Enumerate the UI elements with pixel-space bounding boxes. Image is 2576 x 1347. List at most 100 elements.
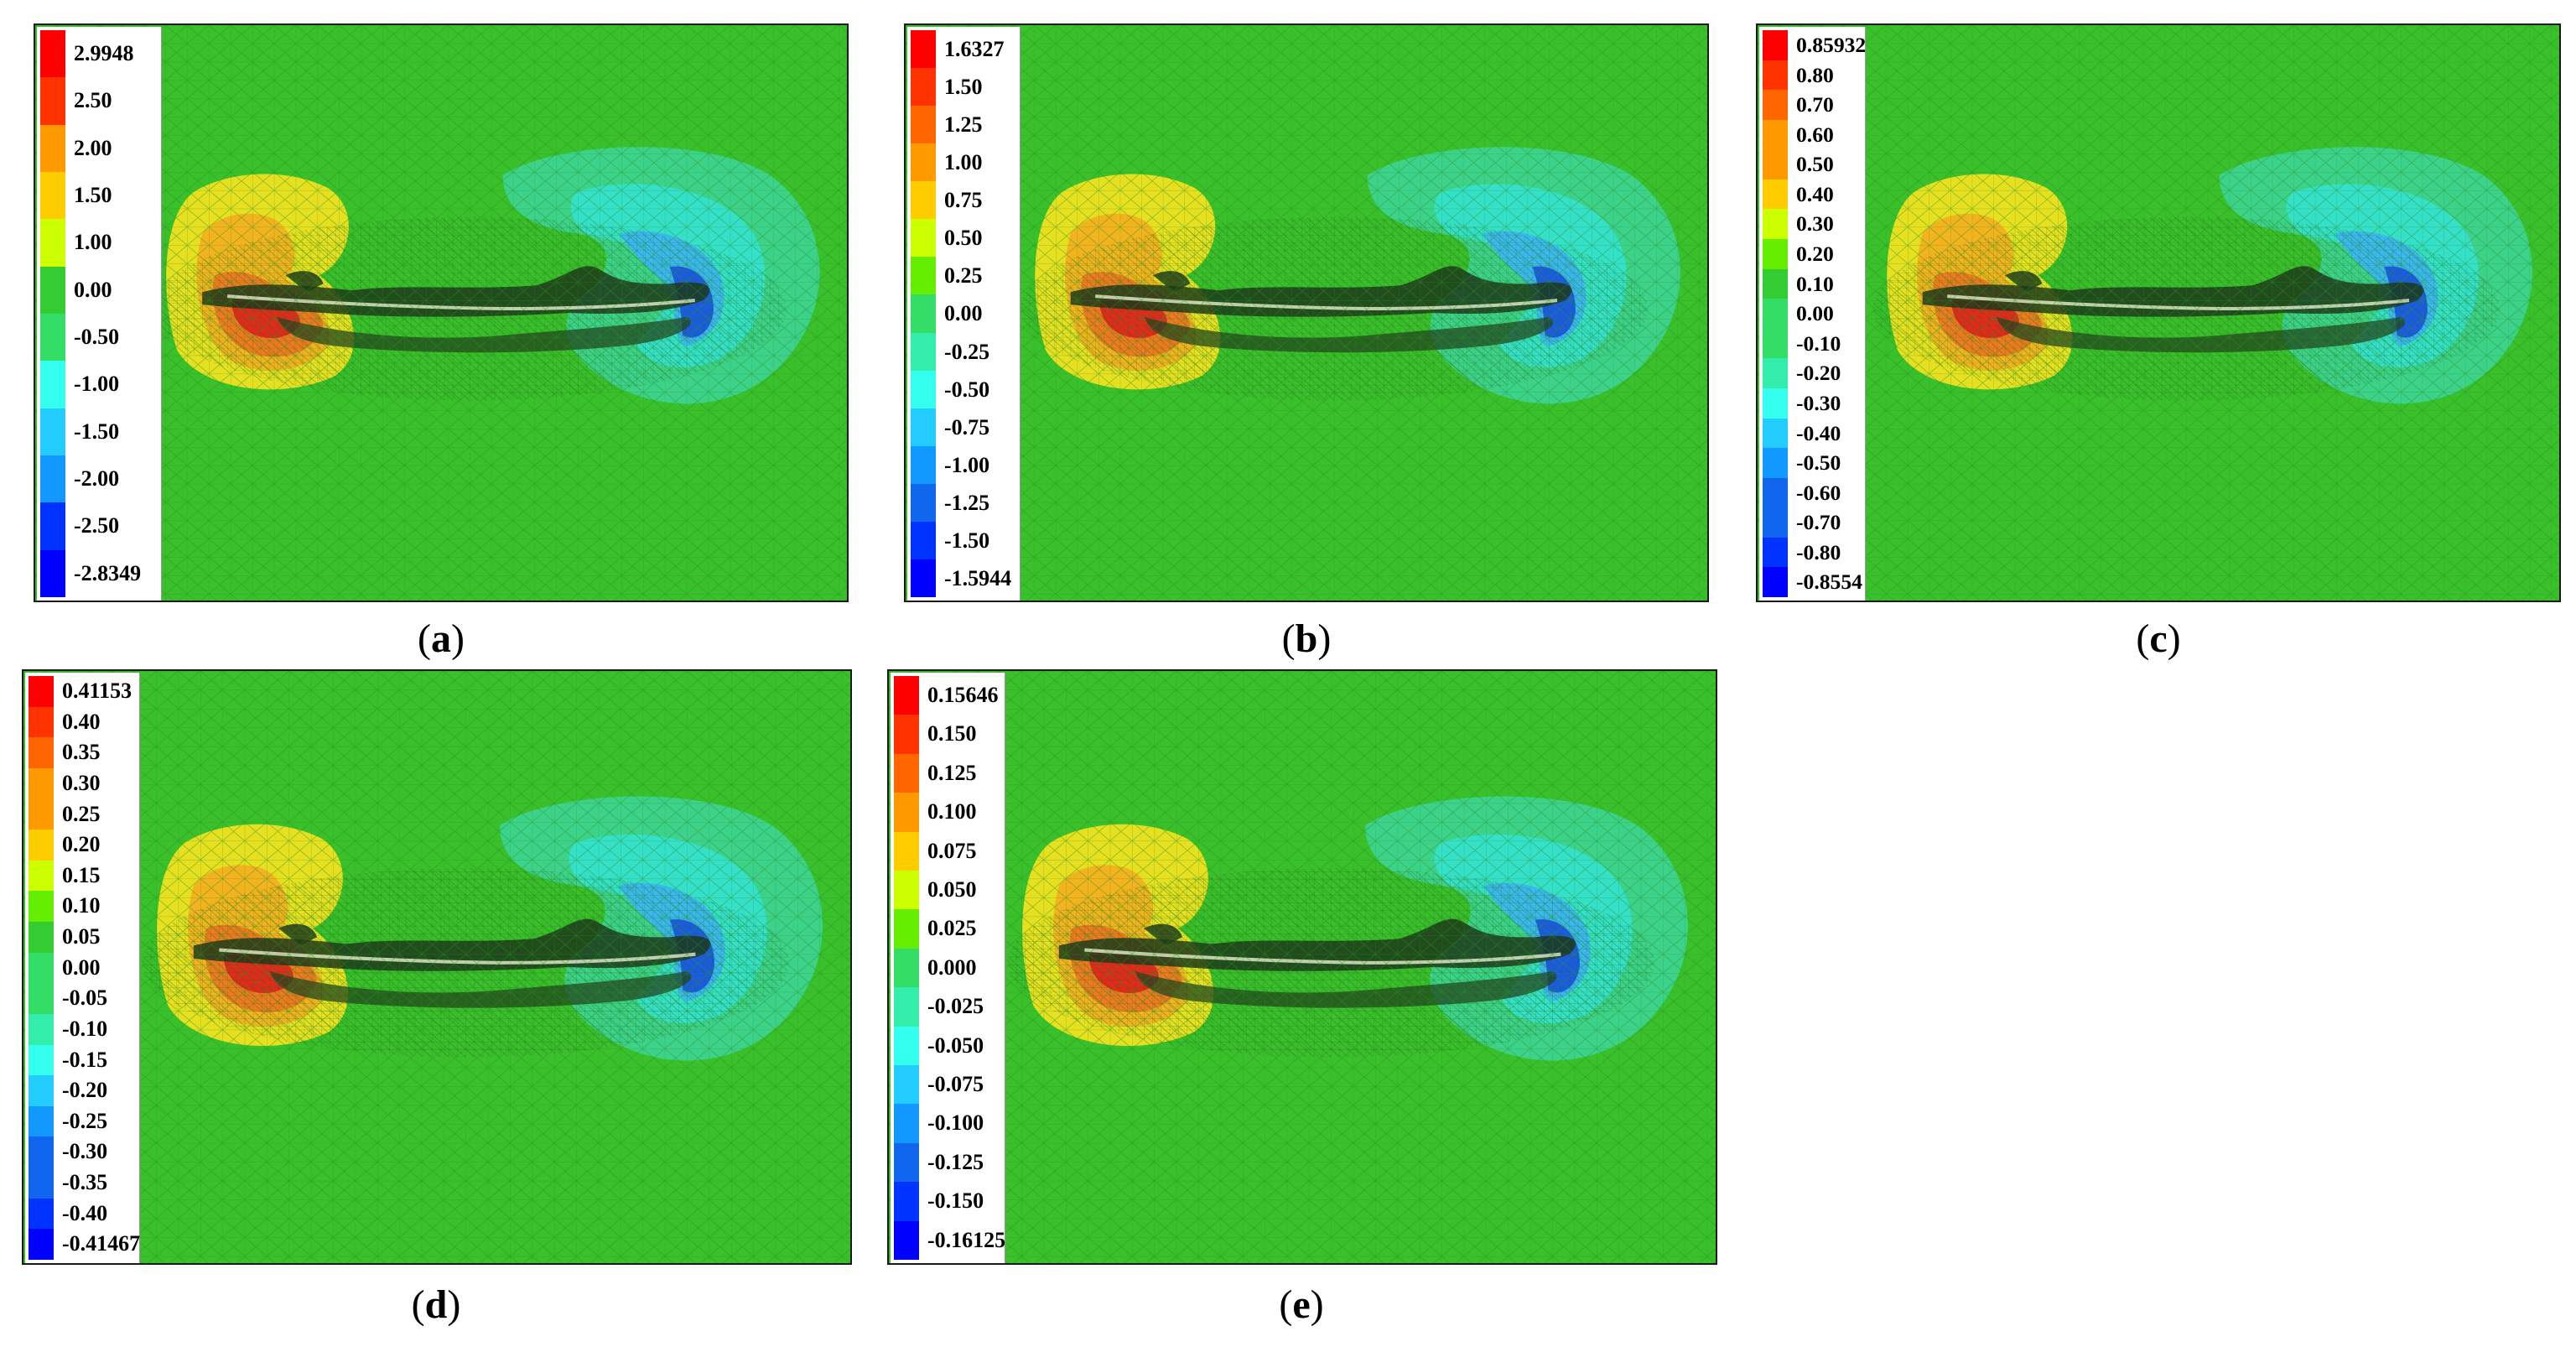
legend-label: -2.50	[74, 513, 120, 538]
legend-swatch	[1763, 418, 1788, 449]
legend-entry: -0.41467	[25, 1229, 140, 1261]
legend-swatch	[1763, 537, 1788, 568]
legend-label: 0.10	[62, 893, 101, 918]
legend-entry: -0.40	[1759, 418, 1865, 449]
legend-label: 0.40	[1796, 181, 1834, 206]
legend-label: 0.50	[944, 226, 983, 251]
legend-entry: 0.15646	[891, 676, 1005, 715]
legend-entry: 1.50	[37, 172, 161, 220]
legend-label: -0.10	[62, 1016, 108, 1041]
legend-label: 0.25	[944, 263, 983, 289]
legend-label: 1.00	[74, 230, 112, 255]
legend-label: 1.50	[74, 183, 112, 207]
legend-entry: 0.00	[37, 266, 161, 315]
legend-entry: -0.70	[1759, 507, 1865, 538]
legend-entry: -0.025	[891, 987, 1005, 1027]
legend-label: 0.15646	[927, 683, 999, 707]
legend-swatch	[29, 1075, 54, 1107]
mesh-overlay	[35, 25, 847, 601]
legend-swatch	[1763, 328, 1788, 359]
legend-swatch	[1763, 477, 1788, 508]
legend-swatch	[1763, 448, 1788, 479]
legend-swatch	[911, 68, 936, 107]
legend-label: -0.50	[74, 325, 120, 349]
legend-label: 0.00	[62, 954, 101, 980]
legend-swatch	[894, 753, 919, 793]
field-group	[889, 671, 1716, 1263]
legend-entry: -0.50	[907, 370, 1020, 409]
legend-swatch	[1763, 299, 1788, 330]
legend-entry: 0.100	[891, 793, 1005, 833]
legend-label: -0.150	[927, 1188, 984, 1214]
legend-label: 2.9948	[74, 41, 134, 65]
legend-label: 0.20	[62, 832, 101, 857]
legend-entry: 2.9948	[37, 30, 161, 78]
legend-entry: 0.05	[25, 922, 139, 954]
contour-plot-a: 2.9948 2.50 2.00 1.50 1.00 0.00 -0.50 -1.00 -1.5…	[34, 23, 849, 602]
legend-label: -1.25	[944, 490, 990, 515]
legend-entry: -1.00	[907, 445, 1020, 485]
legend-swatch	[1763, 268, 1788, 299]
legend-entry: -0.16125	[891, 1220, 1005, 1261]
legend-swatch	[40, 172, 65, 220]
legend-swatch	[894, 1104, 919, 1144]
legend-entry: 1.00	[907, 143, 1020, 182]
legend-entry: -0.075	[891, 1065, 1005, 1105]
legend-label: -0.20	[62, 1078, 108, 1103]
caption-c: (c)	[2136, 616, 2181, 661]
legend-label: 0.00	[1796, 301, 1834, 326]
legend-label: 0.100	[927, 799, 977, 824]
legend-entry: 0.30	[1759, 209, 1865, 240]
contour-plot-d: 0.41153 0.40 0.35 0.30 0.25 0.20 0.15 0.10 0.05 0…	[22, 669, 852, 1265]
field-group	[23, 671, 850, 1263]
legend-swatch	[40, 408, 65, 456]
legend-swatch	[1763, 119, 1788, 150]
legend-entry: -1.5944	[907, 559, 1020, 598]
legend-entry: 0.00	[907, 294, 1020, 334]
legend-entry: 0.025	[891, 909, 1005, 949]
legend-label: -0.8554	[1796, 569, 1862, 595]
legend-swatch	[911, 294, 936, 334]
legend-swatch	[911, 143, 936, 182]
legend-entry: -2.00	[37, 455, 161, 503]
legend-swatch	[911, 219, 936, 257]
pressure-field-e	[889, 671, 1716, 1263]
legend-label: -0.75	[944, 414, 990, 439]
legend-entry: 1.6327	[907, 30, 1020, 69]
legend-swatch	[894, 793, 919, 833]
legend-swatch	[1763, 507, 1788, 538]
legend-swatch	[911, 483, 936, 523]
color-legend-e: 0.15646 0.150 0.125 0.100 0.075 0.050 0.025 0.0…	[891, 673, 1005, 1263]
legend-label: 0.050	[927, 877, 977, 902]
legend-entry: 0.25	[907, 257, 1020, 295]
legend-entry: 0.10	[25, 891, 139, 923]
legend-label: -0.20	[1796, 361, 1841, 386]
legend-entry: 0.00	[1759, 299, 1865, 330]
legend-swatch	[1763, 239, 1788, 270]
legend-entry: 0.25	[25, 798, 139, 830]
legend-swatch	[40, 266, 65, 315]
legend-label: 0.50	[1796, 152, 1834, 177]
legend-entry: 0.15	[25, 860, 139, 892]
legend-entry: 2.50	[37, 77, 161, 126]
legend-swatch	[40, 124, 65, 173]
mesh-overlay	[889, 671, 1716, 1263]
legend-entry: 0.000	[891, 948, 1005, 988]
legend-swatch	[29, 676, 54, 708]
legend-entry: 0.80	[1759, 60, 1865, 91]
legend-swatch	[29, 1229, 54, 1261]
legend-swatch	[894, 1142, 919, 1183]
legend-entry: 0.85932	[1759, 30, 1866, 61]
legend-swatch	[911, 106, 936, 144]
field-group	[906, 25, 1707, 601]
legend-label: -2.00	[74, 466, 120, 491]
mesh-overlay	[23, 671, 850, 1263]
legend-entry: -0.60	[1759, 477, 1865, 508]
legend-swatch	[1763, 179, 1788, 210]
legend-swatch	[40, 502, 65, 551]
legend-entry: 1.25	[907, 106, 1020, 144]
legend-label: 0.00	[944, 301, 983, 326]
legend-label: 0.25	[62, 801, 101, 826]
legend-entry: 0.10	[1759, 268, 1865, 299]
legend-entry: 1.50	[907, 68, 1020, 107]
